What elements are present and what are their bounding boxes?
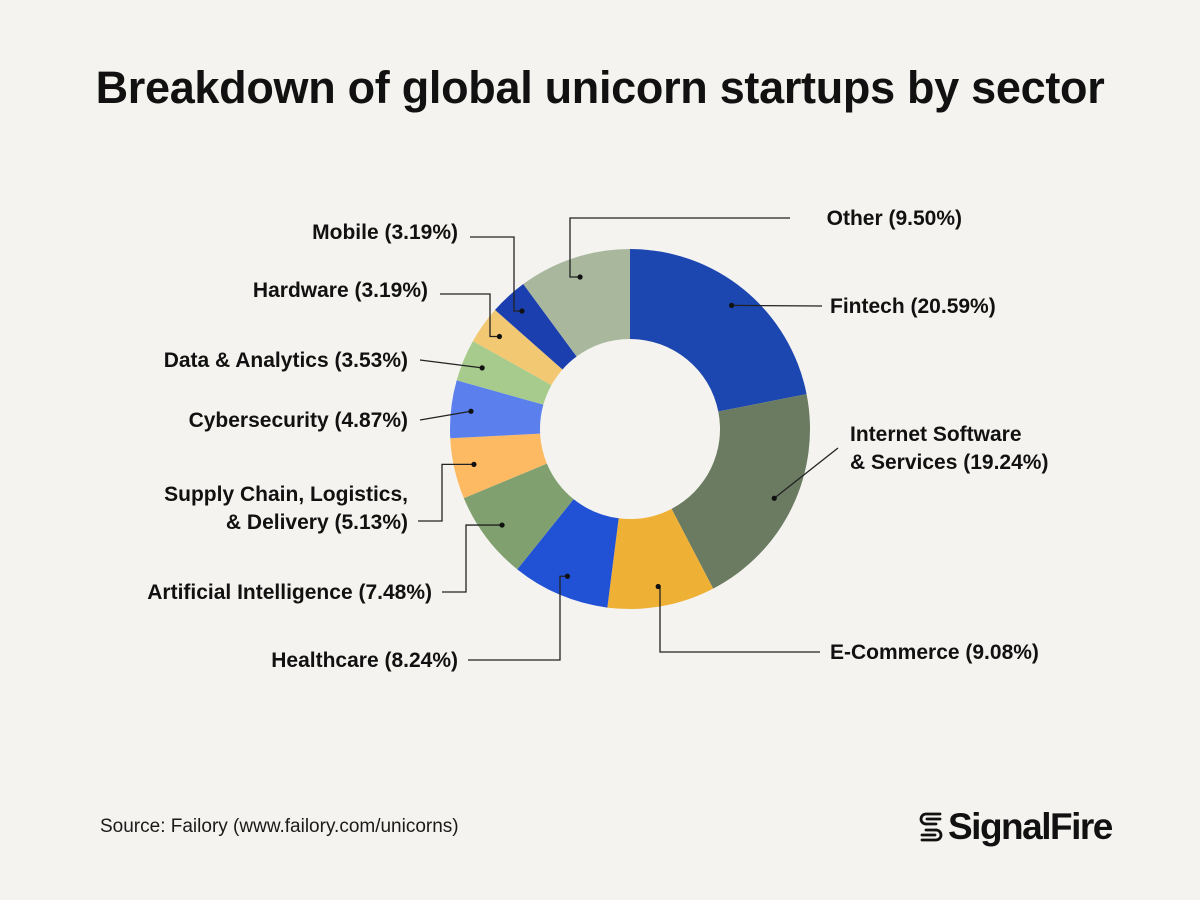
leader-dot-cybersecurity bbox=[468, 408, 474, 414]
label-cybersecurity: Cybersecurity (4.87%) bbox=[189, 409, 408, 432]
donut-slices bbox=[450, 249, 810, 610]
slice-data-analytics bbox=[456, 341, 552, 405]
label-e-commerce: E-Commerce (9.08%) bbox=[830, 641, 1039, 664]
leader-lines bbox=[418, 217, 839, 661]
leader-dot-artificial-intelligence bbox=[499, 522, 505, 528]
slice-mobile bbox=[495, 284, 577, 370]
leader-line-mobile bbox=[470, 236, 522, 312]
label-artificial-intelligence: Artificial Intelligence (7.48%) bbox=[147, 581, 432, 604]
signalfire-logo: SignalFire bbox=[918, 806, 1113, 848]
leader-dot-hardware bbox=[496, 333, 503, 340]
slice-internet-software bbox=[671, 394, 810, 589]
leader-dot-data-analytics bbox=[479, 365, 485, 371]
slice-e-commerce bbox=[607, 508, 714, 610]
leader-line-artificial-intelligence bbox=[442, 524, 503, 593]
leader-line-healthcare bbox=[468, 575, 568, 661]
leader-dot-healthcare bbox=[564, 573, 571, 579]
slice-labels: Fintech (20.59%) Internet Software & Servi… bbox=[147, 207, 1048, 672]
slice-artificial-intelligence bbox=[463, 463, 574, 570]
leader-dot-mobile bbox=[519, 308, 525, 314]
leader-line-data-analytics bbox=[419, 359, 483, 369]
source-note: Source: Failory (www.failory.com/unicorn… bbox=[100, 816, 459, 837]
logo-wordmark: SignalFire bbox=[948, 806, 1113, 847]
leader-line-hardware bbox=[440, 293, 500, 338]
label-data-analytics: Data & Analytics (3.53%) bbox=[164, 349, 408, 372]
chart-title: Breakdown of global unicorn startups by … bbox=[95, 62, 1105, 113]
signalfire-s-icon bbox=[919, 812, 943, 842]
label-hardware: Hardware (3.19%) bbox=[253, 279, 428, 302]
label-other: Other (9.50%) bbox=[827, 207, 962, 230]
leader-line-cybersecurity bbox=[419, 410, 472, 421]
slice-healthcare bbox=[517, 499, 619, 608]
leader-dot-internet-software bbox=[771, 495, 777, 501]
label-healthcare: Healthcare (8.24%) bbox=[271, 649, 458, 672]
leader-dot-supply-chain bbox=[471, 461, 477, 467]
leader-line-fintech bbox=[731, 304, 823, 307]
leader-dot-other bbox=[577, 274, 583, 280]
slice-supply-chain bbox=[450, 433, 547, 499]
slice-fintech bbox=[630, 249, 807, 412]
leader-dot-fintech bbox=[728, 302, 735, 308]
label-fintech: Fintech (20.59%) bbox=[830, 295, 996, 318]
slice-cybersecurity bbox=[450, 380, 544, 439]
label-internet-software: Internet Software & Services (19.24%) bbox=[850, 423, 1048, 474]
leader-dot-e-commerce bbox=[655, 583, 661, 590]
leader-line-internet-software bbox=[773, 447, 839, 499]
slice-other bbox=[523, 249, 630, 357]
label-supply-chain: Supply Chain, Logistics, & Delivery (5.13… bbox=[164, 483, 408, 534]
leader-line-supply-chain bbox=[418, 463, 474, 522]
leader-line-other bbox=[569, 217, 790, 278]
slice-hardware bbox=[472, 309, 563, 386]
label-mobile: Mobile (3.19%) bbox=[312, 221, 458, 244]
